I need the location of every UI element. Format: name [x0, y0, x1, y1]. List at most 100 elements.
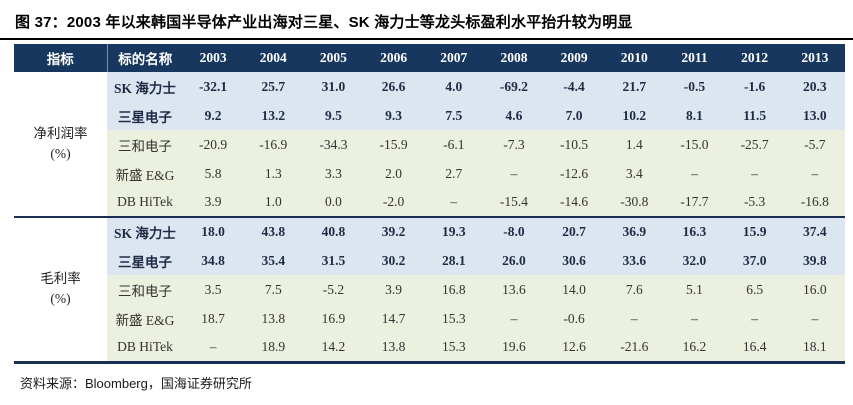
value-cell: -15.0 [664, 130, 725, 159]
value-cell: -15.4 [483, 188, 545, 217]
value-cell: 4.6 [483, 101, 545, 130]
value-cell: 5.8 [183, 159, 244, 188]
source-text: 资料来源：Bloomberg，国海证券研究所 [20, 375, 252, 391]
value-cell: 15.3 [423, 333, 484, 362]
value-cell: 2.7 [423, 159, 484, 188]
value-cell: -8.0 [483, 216, 545, 246]
value-cell: 16.4 [724, 333, 785, 362]
value-cell: 20.7 [544, 216, 605, 246]
value-cell: 15.9 [724, 216, 785, 246]
value-cell: 9.3 [363, 101, 424, 130]
value-cell: -5.3 [724, 188, 785, 217]
table-row: DB HiTek –18.9 14.2 13.8 15.3 19.6 12.6 -21.6 16… [14, 333, 845, 362]
value-cell: 7.5 [423, 101, 484, 130]
value-cell: 1.0 [243, 188, 304, 217]
value-cell: -69.2 [483, 72, 545, 101]
value-cell: -21.6 [604, 333, 665, 362]
value-cell: 16.8 [423, 275, 484, 304]
table-header: 指标 标的名称 2003 2004 2005 2006 2007 2008 2009 2010 20… [14, 44, 845, 72]
company-name: 三星电子 [107, 101, 183, 130]
title-divider [0, 38, 853, 40]
value-cell: -17.7 [664, 188, 725, 217]
value-cell: 40.8 [303, 216, 364, 246]
value-cell: 20.3 [784, 72, 845, 101]
value-cell: 1.4 [604, 130, 665, 159]
value-cell: – [483, 159, 545, 188]
metric-unit: (%) [50, 146, 71, 161]
value-cell: 18.1 [784, 333, 845, 362]
value-cell: -7.3 [483, 130, 545, 159]
value-cell: 32.0 [664, 246, 725, 275]
metric-name: 净利润率 [33, 125, 88, 141]
value-cell: -32.1 [183, 72, 244, 101]
value-cell: -34.3 [303, 130, 364, 159]
value-cell: 13.6 [483, 275, 545, 304]
company-name: 新盛 E&G [107, 304, 183, 333]
value-cell: 16.2 [664, 333, 725, 362]
company-name: 三和电子 [107, 275, 183, 304]
value-cell: -16.8 [784, 188, 845, 217]
company-name: 新盛 E&G [107, 159, 183, 188]
value-cell: -6.1 [423, 130, 484, 159]
value-cell: 36.9 [604, 216, 665, 246]
value-cell: 21.7 [604, 72, 665, 101]
column-header-0: 指标 [14, 44, 108, 72]
value-cell: 3.9 [363, 275, 424, 304]
value-cell: 33.6 [604, 246, 665, 275]
value-cell: 3.9 [183, 188, 244, 217]
value-cell: 15.3 [423, 304, 484, 333]
table-row: 净利润率 (%) SK 海力士 -32.1 25.7 31.0 26.6 4.0 -69.2 -4… [14, 72, 845, 217]
value-cell: 13.0 [784, 101, 845, 130]
value-cell: -0.5 [664, 72, 725, 101]
company-name: SK 海力士 [107, 216, 183, 246]
value-cell: – [784, 159, 845, 188]
value-cell: -15.9 [363, 130, 424, 159]
value-cell: – [423, 188, 484, 217]
column-header-6: 2007 [423, 44, 484, 72]
value-cell: -12.6 [544, 159, 605, 188]
column-header-10: 2011 [664, 44, 725, 72]
value-cell: 16.0 [784, 275, 845, 304]
value-cell: 26.0 [483, 246, 545, 275]
value-cell: – [724, 304, 785, 333]
value-cell: 1.3 [243, 159, 304, 188]
value-cell: -5.7 [784, 130, 845, 159]
value-cell: 13.8 [363, 333, 424, 362]
value-cell: 18.0 [183, 216, 244, 246]
table-row: 三星电子 34.8 35.4 31.5 30.2 28.1 26.0 30.6 33.6 32.0… [14, 246, 845, 275]
value-cell: -5.2 [303, 275, 364, 304]
metric-name: 毛利率 [40, 271, 81, 286]
table-row: 三和电子 3.5 7.5 -5.2 3.9 16.8 13.6 14.0 7.6 5.1 6.5 16… [14, 275, 845, 304]
value-cell: – [604, 304, 665, 333]
value-cell: 14.2 [303, 333, 364, 362]
header-row: 指标 标的名称 2003 2004 2005 2006 2007 2008 2009 2010 20… [14, 44, 845, 72]
column-header-9: 2010 [604, 44, 665, 72]
value-cell: 11.5 [724, 101, 785, 130]
value-cell: -1.6 [724, 72, 785, 101]
value-cell: 2.0 [363, 159, 424, 188]
company-name: SK 海力士 [107, 72, 183, 101]
source-note: 资料来源：Bloomberg，国海证券研究所 [20, 373, 853, 392]
value-cell: 5.1 [664, 275, 725, 304]
value-cell: 7.0 [544, 101, 605, 130]
value-cell: 13.8 [243, 304, 304, 333]
value-cell: 3.3 [303, 159, 364, 188]
value-cell: -10.5 [544, 130, 605, 159]
value-cell: 31.5 [303, 246, 364, 275]
company-name: 三星电子 [107, 246, 183, 275]
value-cell: – [483, 304, 545, 333]
value-cell: -30.8 [604, 188, 665, 217]
value-cell: -20.9 [183, 130, 244, 159]
metric-label: 毛利率 (%) [14, 216, 107, 362]
value-cell: 3.4 [604, 159, 665, 188]
value-cell: 3.5 [183, 275, 244, 304]
column-header-8: 2009 [544, 44, 605, 72]
value-cell: -4.4 [544, 72, 605, 101]
column-header-1: 标的名称 [107, 44, 183, 72]
value-cell: 35.4 [243, 246, 304, 275]
value-cell: 43.8 [243, 216, 304, 246]
value-cell: 39.8 [784, 246, 845, 275]
profit-margin-table: 指标 标的名称 2003 2004 2005 2006 2007 2008 2009 2010 20… [14, 44, 845, 364]
value-cell: – [724, 159, 785, 188]
